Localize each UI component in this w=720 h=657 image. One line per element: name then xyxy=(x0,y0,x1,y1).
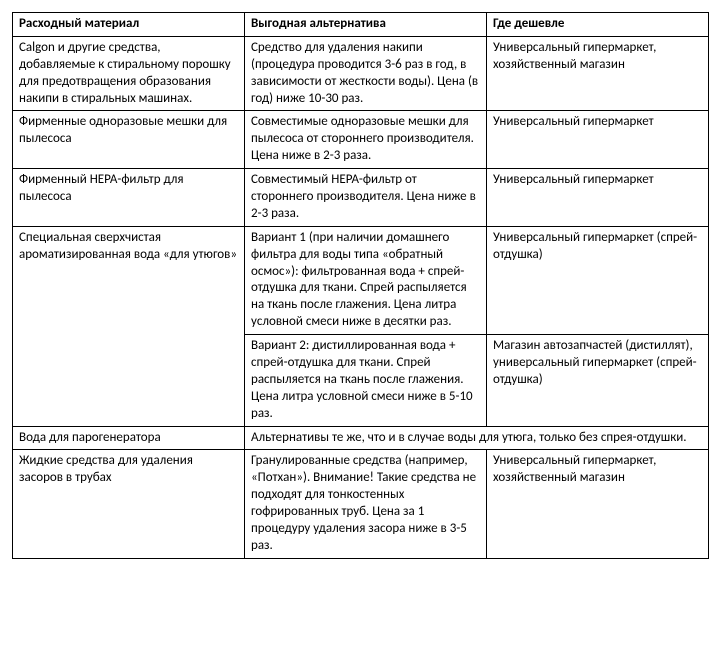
table-row: Фирменный HEPA-фильтр для пылесоса Совме… xyxy=(13,169,709,227)
cell-where: Универсальный гипермаркет (спрей-отдушка… xyxy=(487,226,709,334)
cell-where: Универсальный гипермаркет xyxy=(487,169,709,227)
cell-material: Жидкие средства для удаления засоров в т… xyxy=(13,450,245,558)
cell-material: Специальная сверхчистая ароматизированна… xyxy=(13,226,245,426)
cell-alternative: Альтернативы те же, что и в случае воды … xyxy=(245,426,709,450)
cell-material: Фирменные одноразовые мешки для пылесоса xyxy=(13,111,245,169)
cell-alternative: Совместимые одноразовые мешки для пылесо… xyxy=(245,111,487,169)
table-row: Вода для парогенератора Альтернативы те … xyxy=(13,426,709,450)
comparison-table: Расходный материал Выгодная альтернатива… xyxy=(12,12,709,559)
cell-alternative: Средство для удаления накипи (процедура … xyxy=(245,36,487,111)
table-header-row: Расходный материал Выгодная альтернатива… xyxy=(13,13,709,37)
cell-where: Универсальный гипермаркет, хозяйственный… xyxy=(487,450,709,558)
table-row: Фирменные одноразовые мешки для пылесоса… xyxy=(13,111,709,169)
cell-material: Фирменный HEPA-фильтр для пылесоса xyxy=(13,169,245,227)
col-header-alternative: Выгодная альтернатива xyxy=(245,13,487,37)
table-row: Calgon и другие средства, добавляемые к … xyxy=(13,36,709,111)
cell-material: Вода для парогенератора xyxy=(13,426,245,450)
table-row: Жидкие средства для удаления засоров в т… xyxy=(13,450,709,558)
table-body: Calgon и другие средства, добавляемые к … xyxy=(13,36,709,558)
cell-where: Универсальный гипермаркет xyxy=(487,111,709,169)
cell-where: Универсальный гипермаркет, хозяйственный… xyxy=(487,36,709,111)
col-header-where: Где дешевле xyxy=(487,13,709,37)
cell-alternative: Вариант 1 (при наличии домашнего фильтра… xyxy=(245,226,487,334)
cell-alternative: Гранулированные средства (например, «Пот… xyxy=(245,450,487,558)
cell-material: Calgon и другие средства, добавляемые к … xyxy=(13,36,245,111)
table-row: Специальная сверхчистая ароматизированна… xyxy=(13,226,709,334)
cell-where: Магазин автозапчастей (дистиллят), униве… xyxy=(487,335,709,426)
cell-alternative: Совместимый HEPA-фильтр от стороннего пр… xyxy=(245,169,487,227)
cell-alternative: Вариант 2: дистиллированная вода + спрей… xyxy=(245,335,487,426)
col-header-material: Расходный материал xyxy=(13,13,245,37)
